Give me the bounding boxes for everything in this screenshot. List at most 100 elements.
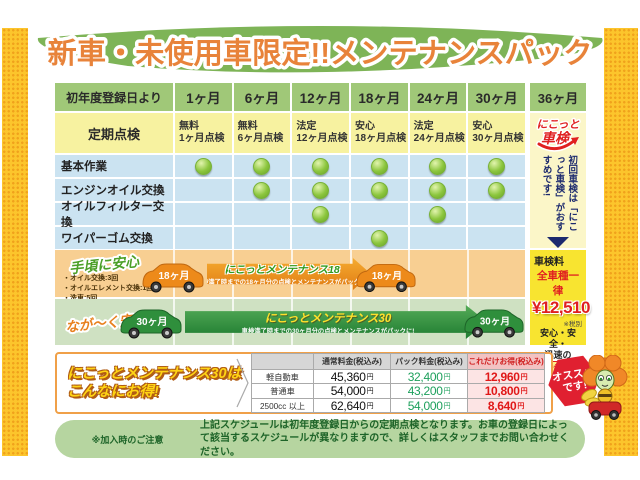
arrow-down-icon (547, 237, 569, 248)
inspection-type: 安心 (355, 120, 375, 132)
list-item: ・オイル交換:3回 (63, 275, 119, 282)
chevron-divider (236, 358, 249, 408)
dot-cell (233, 203, 291, 225)
yen-suffix: 円 (366, 402, 374, 410)
price-box-heading: にこっとメンテナンス30は こんなにお得! (57, 365, 242, 401)
month-header: 24ヶ月 (409, 83, 467, 111)
car-label: 30ヶ月 (136, 316, 167, 328)
normal-price: 45,360 円 (314, 370, 391, 385)
price-value: 43,200 (407, 384, 443, 398)
note-label: ※加入時のご注意 (91, 434, 164, 445)
included-dot-icon (253, 157, 271, 175)
pack-price: 32,400 円 (391, 370, 468, 385)
column-header: パック料金(税込み) (391, 353, 468, 370)
car-label: 18ヶ月 (158, 270, 189, 282)
included-dot-icon (312, 157, 330, 175)
month-header-36: 36ヶ月 (530, 83, 586, 111)
fee-label: 車検料 (534, 257, 564, 268)
inspection-cell: 安心 30ヶ月点検 (468, 113, 525, 153)
price-comparison-box: にこっとメンテナンス30は こんなにお得! 通常料金(税込み) パック料金(税込… (55, 352, 553, 414)
schedule-table: 初年度登録日より 1ヶ月 6ヶ月 12ヶ月 18ヶ月 24ヶ月 30ヶ月 定期点… (55, 83, 525, 251)
price-value: 12,960 (484, 369, 520, 384)
month-header: 1ヶ月 (175, 83, 232, 111)
row-label: 軽自動車 (252, 369, 314, 385)
heading-line2: こんなにお得! (67, 384, 159, 400)
vertical-note: 初回車検は「にこっと車検」がおすすめです! (540, 155, 578, 231)
included-dot-icon (429, 157, 447, 175)
inspection-type: 無料 (237, 120, 258, 132)
month-header: 30ヶ月 (468, 83, 525, 111)
tagline-18-text: 手頃に安心 (68, 253, 140, 276)
price-value: 10,800 (484, 384, 520, 398)
price-value: 8,640 (487, 398, 517, 413)
yen-suffix: 円 (520, 373, 528, 381)
banner-shape: 新車・未使用車限定!!メンテナンスパック (37, 26, 603, 74)
dot-cell (292, 155, 349, 177)
list-item: ・オイルエレメント交換:1回 (63, 284, 154, 292)
fee-tax-note: ※税別 (563, 321, 582, 328)
included-dot-icon (429, 181, 447, 199)
included-dot-icon (253, 181, 271, 199)
arrow-title: にこっとメンテナンス18 (224, 264, 340, 276)
green-car-30-icon: 30ヶ月 (464, 309, 524, 338)
dot-cell (409, 155, 467, 177)
yen-suffix: 円 (443, 373, 451, 381)
page-title: 新車・未使用車限定!!メンテナンスパック (48, 36, 593, 70)
included-dot-icon (312, 205, 330, 223)
first-shaken-recommendation: にこっと 車検 初回車検は「にこっと車検」がおすすめです! (530, 113, 586, 248)
dot-cell (175, 179, 232, 201)
dot-cell (468, 179, 525, 201)
included-dot-icon (488, 181, 506, 199)
dot-cell (468, 155, 525, 177)
row-label: 普通車 (252, 384, 314, 399)
corner-label: 初年度登録日より (55, 83, 173, 111)
savings: 10,800 円 (468, 384, 545, 399)
month-header: 6ヶ月 (233, 83, 291, 111)
left-dotted-border (2, 28, 28, 456)
inspection-type: 無料 (179, 120, 199, 132)
service-row-label: エンジンオイル交換 (55, 179, 173, 201)
arrow-subtitle: 車検満了時までの30ヶ月分の点検とメンテナンスがパックに! (241, 327, 415, 335)
included-dot-icon (429, 205, 447, 223)
dot-cell (292, 203, 349, 225)
service-row: 基本作業 (55, 155, 525, 177)
dot-cell (233, 179, 291, 201)
arrow-title: にこっとメンテナンス30 (264, 312, 392, 325)
dot-cell (175, 203, 232, 225)
price-value: 45,360 (330, 369, 366, 384)
fee-sub2: 迅速の (544, 349, 572, 360)
normal-price: 54,000 円 (314, 384, 391, 399)
mascot-bee-character (581, 355, 628, 420)
heading-line1: にこっとメンテナンス30は (67, 365, 242, 382)
dot-cell (409, 179, 467, 201)
inspection-cell: 法定 12ヶ月点検 (292, 113, 349, 153)
inspection-name: 24ヶ月点検 (413, 133, 465, 144)
inspection-cell: 安心 18ヶ月点検 (351, 113, 408, 153)
service-row: オイルフィルター交換 (55, 201, 525, 229)
arrow-subtitle: 車検満了時までの18ヶ月分の点検とメンテナンスがパックに! (195, 279, 369, 286)
dot-cell (468, 203, 525, 225)
dot-cell (292, 179, 349, 201)
list-item: ・洗車:5回 (63, 294, 153, 304)
price-value: 32,400 (407, 369, 443, 384)
service-row: ワイパーゴム交換 (55, 227, 525, 249)
service-row-label: オイルフィルター交換 (55, 201, 173, 229)
column-header: 通常料金(税込み) (314, 353, 391, 370)
dot-cell (351, 179, 408, 201)
yen-suffix: 円 (517, 402, 525, 410)
dot-cell (351, 227, 408, 249)
column-header: これだけお得(税込み) (468, 353, 545, 370)
fee-sub1: 安心・安全・ (539, 328, 576, 349)
dot-cell (233, 155, 291, 177)
inspection-name: 1ヶ月点検 (179, 133, 225, 144)
month-header: 12ヶ月 (292, 83, 349, 111)
included-dot-icon (370, 157, 388, 175)
nikotto-shaken-logo: にこっと 車検 (535, 118, 581, 152)
yen-suffix: 円 (366, 388, 374, 395)
inspection-name: 12ヶ月点検 (296, 133, 348, 144)
savings: 12,960 円 (468, 370, 545, 385)
dot-cell (351, 155, 408, 177)
pack-price: 54,000 円 (391, 399, 468, 414)
inspection-row: 定期点検 無料 1ヶ月点検 無料 6ヶ月点検 法定 12ヶ月点検 安心 18ヶ月… (55, 113, 525, 153)
